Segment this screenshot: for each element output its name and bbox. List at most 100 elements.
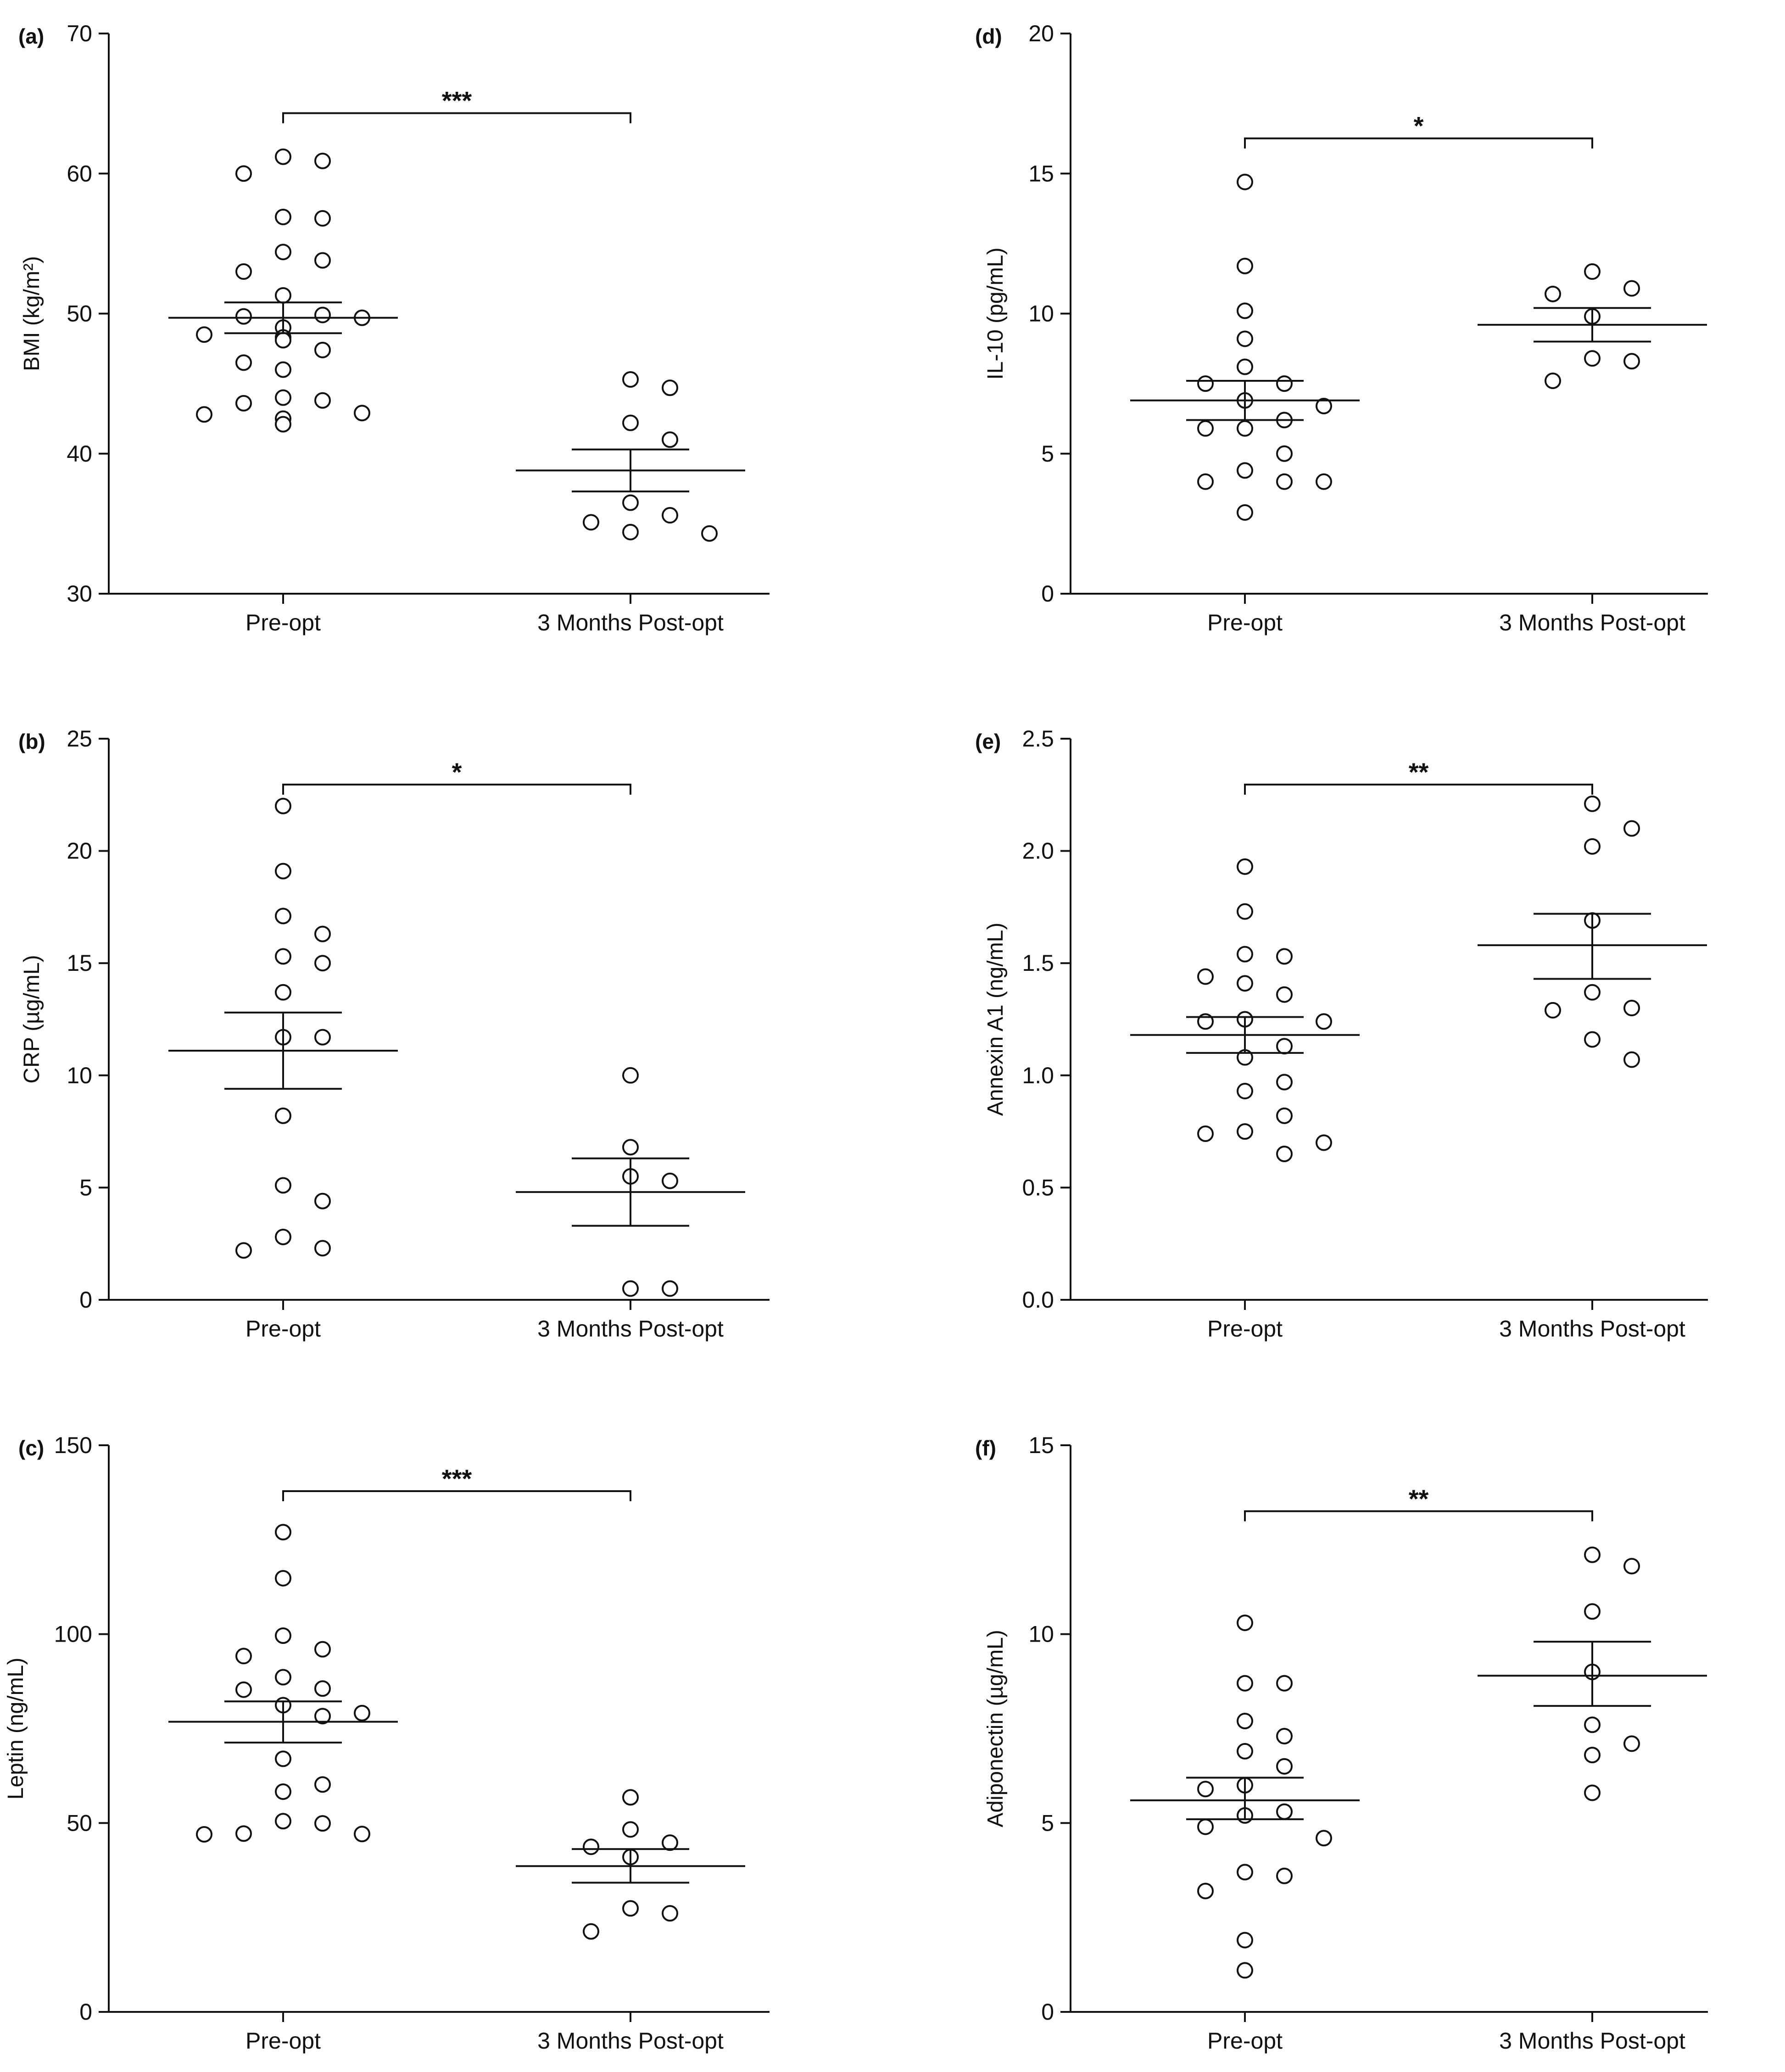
panel-e-x-tick-label: 3 Months Post-opt <box>1499 1316 1685 1342</box>
panel-d-data-point <box>1237 302 1253 319</box>
panel-e-data-point <box>1276 948 1293 965</box>
panel-f-y-tick-label: 10 <box>1028 1621 1054 1647</box>
panel-d-data-point <box>1197 420 1214 437</box>
panel-e-data-point <box>1545 1002 1561 1019</box>
panel-b-data-point <box>314 955 331 972</box>
panel-b: 0 5 10 15 20 25 Pre-opt 3 Months Post-opt (b) CRP… <box>18 726 770 1342</box>
panel-e-data-point <box>1316 1013 1332 1030</box>
panel-e: 0.0 0.5 1.0 1.5 2.0 2.5 Pre-opt 3 Months Post-o… <box>975 726 1708 1342</box>
panel-b-data-point <box>275 863 291 880</box>
panel-f-data-point <box>1197 1818 1214 1835</box>
panel-d-y-tick-label: 20 <box>1028 21 1054 46</box>
panel-c-data-point <box>275 1783 291 1800</box>
panel-d-data-point <box>1237 173 1253 190</box>
panel-a-data-point <box>622 414 639 431</box>
panel-c-data-point <box>235 1648 252 1665</box>
panel-a-y-tick-label: 30 <box>67 581 92 607</box>
panel-a-data-point <box>235 165 252 182</box>
panel-b-y-tick-label: 5 <box>79 1175 92 1200</box>
panel-f-data-point <box>1584 1716 1601 1733</box>
panel-f-data-point <box>1584 1603 1601 1620</box>
panel-e-data-point <box>1197 1125 1214 1142</box>
panel-a-data-point <box>275 389 291 406</box>
panel-c-data-point <box>314 1776 331 1793</box>
panel-e-data-point <box>1237 1123 1253 1140</box>
panel-c-data-point <box>662 1834 678 1851</box>
panel-c-data-point <box>235 1681 252 1698</box>
panel-e-y-tick-label: 1.5 <box>1022 950 1054 976</box>
panel-b-y-tick-label: 20 <box>67 838 92 864</box>
panel-b-data-point <box>275 948 291 965</box>
panel-d-letter: (d) <box>975 24 1002 48</box>
panel-b-x-tick-label: Pre-opt <box>245 1316 321 1342</box>
panel-c-data-point <box>275 1524 291 1541</box>
panel-c-y-tick-label: 50 <box>67 1810 92 1836</box>
panel-d-y-axis-label: IL-10 (pg/mL) <box>983 247 1008 379</box>
panel-e-data-point <box>1276 1038 1293 1055</box>
panel-c-data-point <box>354 1704 370 1721</box>
panel-a-data-point <box>314 152 331 169</box>
panel-f-data-point <box>1584 1546 1601 1563</box>
panel-c-significance-stars: *** <box>442 1464 472 1493</box>
panel-d-data-point <box>1197 375 1214 392</box>
panel-a-data-point <box>314 210 331 227</box>
panel-a-data-point <box>235 263 252 280</box>
panel-c-data-point <box>622 1900 639 1917</box>
panel-e-data-point <box>1623 820 1640 837</box>
panel-d-data-point <box>1545 285 1561 302</box>
panel-a-letter: (a) <box>18 24 44 48</box>
panel-f-data-point <box>1237 1675 1253 1692</box>
panel-d-data-point <box>1584 263 1601 280</box>
panel-a-y-axis-label: BMI (kg/m²) <box>20 256 44 371</box>
panel-b-data-point <box>275 797 291 814</box>
panel-b-data-point <box>314 925 331 942</box>
panel-d-data-point <box>1237 330 1253 347</box>
panel-d-data-point <box>1584 350 1601 367</box>
panel-b-y-tick-label: 10 <box>67 1063 92 1088</box>
panel-c-data-point <box>314 1680 331 1697</box>
panel-d-data-point <box>1276 473 1293 490</box>
panel-a-data-point <box>275 148 291 165</box>
panel-c-y-tick-label: 100 <box>54 1621 92 1647</box>
panel-b-x-tick-label: 3 Months Post-opt <box>537 1316 724 1342</box>
panel-d-data-point <box>1623 353 1640 370</box>
panel-c: 0 50 100 150 Pre-opt 3 Months Post-opt (c) Lept… <box>4 1432 770 2054</box>
panel-c-data-point <box>275 1669 291 1686</box>
panel-c-data-point <box>314 1641 331 1658</box>
panel-e-data-point <box>1623 1051 1640 1068</box>
panel-c-data-point <box>662 1905 678 1922</box>
panel-d-data-point <box>1276 445 1293 462</box>
panel-c-x-tick-label: Pre-opt <box>245 2028 321 2054</box>
panel-e-y-axis-label: Annexin A1 (ng/mL) <box>983 923 1008 1116</box>
panel-b-data-point <box>314 1240 331 1257</box>
panel-c-letter: (c) <box>18 1436 44 1460</box>
panel-f-y-tick-label: 0 <box>1041 1999 1054 2025</box>
panel-a-data-point <box>622 524 639 540</box>
panel-a-y-tick-label: 50 <box>67 301 92 327</box>
panel-c-data-point <box>583 1838 599 1855</box>
panel-e-data-point <box>1276 1146 1293 1163</box>
panel-c-y-tick-label: 150 <box>54 1432 92 1458</box>
panel-b-data-point <box>275 984 291 1001</box>
panel-d-x-tick-label: 3 Months Post-opt <box>1499 610 1685 635</box>
panel-f-y-tick-label: 5 <box>1041 1810 1054 1836</box>
panel-f-y-tick-label: 15 <box>1028 1432 1054 1458</box>
panel-d-data-point <box>1316 397 1332 414</box>
panel-c-data-point <box>583 1923 599 1940</box>
panel-e-data-point <box>1316 1134 1332 1151</box>
panel-f-significance-stars: ** <box>1409 1484 1429 1513</box>
panel-e-data-point <box>1276 986 1293 1003</box>
panel-e-data-point <box>1584 795 1601 812</box>
panel-c-data-point <box>275 1627 291 1644</box>
panel-e-data-point <box>1237 975 1253 992</box>
panel-e-data-point <box>1237 946 1253 963</box>
panel-b-data-point <box>662 1172 678 1189</box>
panel-b-data-point <box>622 1280 639 1297</box>
panel-e-significance-stars: ** <box>1409 758 1429 786</box>
panel-a-data-point <box>622 494 639 511</box>
panel-a-x-tick-label: 3 Months Post-opt <box>537 610 724 635</box>
panel-c-data-point <box>196 1826 212 1843</box>
panel-a-data-point <box>196 326 212 343</box>
panel-c-significance-bracket <box>282 1490 631 1501</box>
